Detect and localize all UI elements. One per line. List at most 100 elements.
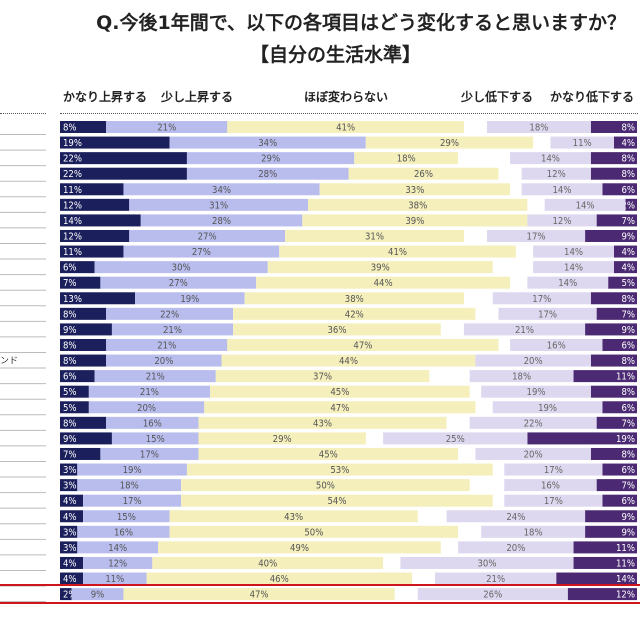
data-label: 22%: [160, 309, 179, 320]
bar-segment-0: [60, 323, 112, 336]
data-label: 12%: [616, 590, 635, 601]
data-label: 18%: [120, 481, 139, 492]
bar-segment-2: [365, 136, 534, 149]
data-label: 21%: [515, 325, 534, 336]
data-label: 11%: [616, 543, 635, 554]
data-label: 43%: [284, 512, 303, 523]
bar-segment-2: [186, 463, 493, 476]
data-label: 9%: [621, 512, 635, 523]
chart-title: Q.今後1年間で、以下の各項目はどう変化すると思いますか？: [96, 12, 626, 34]
bar-segment-0: [60, 229, 130, 242]
data-label: 13%: [63, 294, 82, 305]
data-label: 49%: [290, 543, 309, 554]
data-label: 47%: [250, 590, 269, 601]
bar-segment-2: [204, 401, 476, 414]
bar-segment-0: [60, 307, 107, 320]
data-label: 28%: [258, 169, 277, 180]
data-label: 9%: [621, 231, 635, 242]
bar-segment-4: [602, 463, 637, 476]
divider-left: [0, 113, 46, 114]
data-label: 6%: [621, 340, 635, 351]
data-label: 6%: [63, 372, 77, 383]
data-label: 8%: [621, 449, 635, 460]
bar-segment-1: [71, 588, 124, 601]
bar-segment-2: [215, 370, 430, 383]
bar-segment-1: [88, 401, 205, 414]
data-label: 17%: [544, 496, 563, 507]
data-label: 15%: [117, 512, 136, 523]
bar-segment-1: [169, 136, 366, 149]
bar-segment-3: [527, 214, 597, 227]
bar-segment-1: [106, 416, 199, 429]
data-label: 12%: [63, 231, 82, 242]
bar-segment-4: [602, 494, 637, 507]
bar-segment-3: [527, 276, 609, 289]
data-label: 39%: [405, 216, 424, 227]
data-label: 38%: [408, 200, 427, 211]
data-label: 16%: [114, 527, 133, 538]
data-label: 50%: [304, 527, 323, 538]
data-label: 16%: [143, 418, 162, 429]
highlight-line-bottom: [0, 602, 640, 604]
data-label: 4%: [63, 496, 77, 507]
bar-segment-0: [60, 167, 187, 180]
bar-segment-0: [60, 183, 124, 196]
data-label: 44%: [339, 356, 358, 367]
bar-segment-3: [475, 447, 591, 460]
legend-label-unchanged: ほぼ変わらない: [303, 90, 389, 104]
bar-segment-4: [608, 276, 637, 289]
data-label: 11%: [63, 247, 82, 258]
data-label: 27%: [192, 247, 211, 258]
bar-segment-3: [492, 292, 591, 305]
bar-segment-0: [60, 354, 107, 367]
data-label: 45%: [319, 449, 338, 460]
data-label: 5%: [63, 403, 77, 414]
data-label: 9%: [621, 527, 635, 538]
bar-segment-4: [596, 307, 637, 320]
bar-segment-4: [590, 447, 637, 460]
legend-label-slightly-lower: 少し低下する: [460, 90, 534, 104]
bar-segment-1: [94, 370, 216, 383]
data-label: 31%: [365, 231, 384, 242]
bar-segment-4: [527, 432, 637, 445]
data-label: 19%: [63, 138, 82, 149]
bar-segment-0: [60, 136, 170, 149]
bar-segment-3: [486, 121, 591, 133]
bar-segment-4: [596, 416, 637, 429]
data-label: 25%: [446, 434, 465, 445]
data-label: 21%: [157, 123, 176, 134]
data-label: 19%: [616, 434, 635, 445]
bar-segment-2: [210, 385, 470, 398]
bar-segment-1: [135, 292, 245, 305]
bar-segment-3: [510, 152, 591, 165]
bar-segment-0: [60, 416, 107, 429]
data-label: 19%: [123, 465, 142, 476]
bar-segment-2: [123, 588, 395, 601]
bar-segment-2: [285, 229, 464, 242]
data-label: 46%: [270, 574, 289, 585]
data-label: 8%: [63, 309, 77, 320]
data-label: 54%: [327, 496, 346, 507]
bar-segment-4: [590, 354, 637, 367]
bar-segment-3: [400, 556, 574, 569]
bar-segment-1: [106, 354, 222, 367]
data-label: 4%: [621, 138, 635, 149]
bar-segment-1: [100, 447, 199, 460]
bar-segment-4: [573, 541, 637, 554]
bar-segment-1: [100, 276, 257, 289]
data-label: 40%: [258, 558, 277, 569]
bar-segment-4: [590, 121, 637, 133]
data-label: 20%: [524, 449, 543, 460]
bar-segment-3: [521, 167, 591, 180]
bar-segment-4: [590, 385, 637, 398]
data-label: 41%: [388, 247, 407, 258]
bar-segment-1: [111, 432, 199, 445]
data-label: 14%: [552, 185, 571, 196]
data-label: 14%: [541, 154, 560, 165]
data-label: 30%: [172, 263, 191, 274]
data-label: 7%: [63, 449, 77, 460]
data-label: 17%: [527, 231, 546, 242]
bar-segment-0: [60, 447, 101, 460]
data-label: 43%: [313, 418, 332, 429]
